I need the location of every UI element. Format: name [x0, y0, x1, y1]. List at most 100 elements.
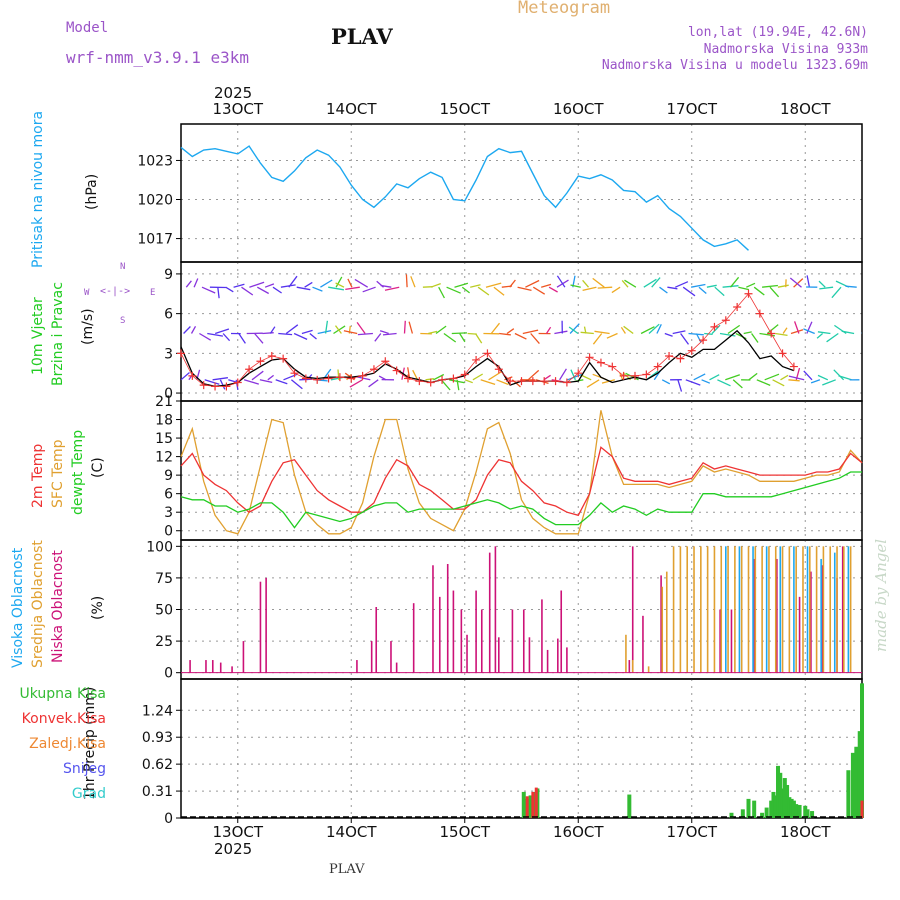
precip-legend-total: Ukupna Kisa	[19, 686, 106, 702]
wind-arrow	[753, 286, 765, 296]
wind-arrow	[624, 279, 637, 288]
precip-bar	[810, 811, 815, 818]
wind-arrow	[374, 333, 382, 342]
y-tick-label: 75	[155, 571, 173, 587]
y-tick-label: 0.31	[142, 784, 173, 800]
wind-arrow	[545, 326, 552, 334]
wind-arrow	[625, 372, 639, 381]
wind-arrow	[264, 283, 275, 288]
wind-arrow	[405, 274, 408, 288]
wind-arrow	[477, 286, 490, 296]
wind-arrow	[451, 332, 468, 335]
wind-arrow	[254, 333, 264, 344]
precip-legend-grad: Grad	[71, 786, 106, 802]
wind-gust-marker	[699, 336, 708, 345]
wind-arrow	[335, 282, 345, 288]
x-tick-label-top: 18OCT	[780, 100, 831, 118]
elevation-label: Nadmorska Visina 933m	[703, 42, 868, 57]
wind-arrow	[580, 374, 592, 381]
wind-arrow	[357, 332, 373, 336]
x-tick-label-bottom: 13OCT	[212, 823, 263, 841]
wind-gust-marker	[347, 374, 356, 383]
wind-gust-marker	[483, 349, 492, 358]
wind-gust-marker	[426, 378, 435, 387]
y-tick-label: 9	[164, 468, 173, 484]
pressure-line	[180, 145, 749, 251]
wind-gust-marker	[279, 354, 288, 363]
wind-arrow	[470, 284, 481, 288]
pressure-unit: (hPa)	[84, 173, 100, 210]
wind-arrow	[517, 286, 532, 292]
wind-arrow	[714, 286, 725, 297]
precip-legend-conv: Konvek.Kisa	[21, 711, 106, 727]
wind-arrow	[559, 368, 567, 381]
wind-arrow	[725, 374, 741, 381]
wind-arrow	[181, 372, 190, 381]
meteogram-title: Meteogram	[518, 0, 611, 18]
wind-arrow	[301, 329, 313, 335]
wind-arrow	[256, 286, 270, 295]
wind-gust-marker	[404, 374, 412, 383]
wind-gust-marker	[313, 375, 322, 384]
wind-arrow	[349, 379, 363, 388]
wind-gust-marker	[733, 303, 742, 312]
wind-gust-marker	[381, 357, 390, 366]
precip-bar	[860, 800, 864, 818]
y-tick-label: 0.62	[142, 757, 173, 773]
station-title: PLAV	[331, 24, 393, 49]
x-tick-label-bottom: 16OCT	[553, 823, 604, 841]
wind-arrow	[623, 325, 634, 335]
wind-arrow	[729, 276, 740, 288]
wind-arrow	[233, 283, 245, 288]
wind-gust-marker	[653, 362, 662, 371]
wind-arrow	[643, 278, 657, 288]
wind-arrow	[775, 332, 788, 337]
wind-gust-marker	[199, 381, 208, 390]
wind-arrow	[485, 282, 502, 288]
wind-gust-marker	[358, 371, 367, 380]
x-tick-label-bottom: 18OCT	[780, 823, 831, 841]
compass-w: W	[84, 288, 90, 298]
wind-gust-marker	[438, 375, 447, 384]
wind-arrow	[272, 286, 282, 294]
wind-arrow	[611, 286, 621, 294]
wind-arrow	[285, 324, 299, 335]
wind-arrow	[459, 333, 466, 343]
wind-arrow	[664, 332, 673, 337]
wind-arrow	[831, 286, 842, 299]
wind-arrow	[474, 333, 483, 344]
wind-arrow	[541, 283, 552, 288]
wind-arrow	[384, 286, 400, 291]
wind-gust-marker	[233, 378, 242, 387]
wind-arrow	[317, 329, 332, 335]
wind-arrow	[586, 379, 600, 388]
wind-arrow	[522, 329, 539, 335]
precip-bar	[627, 794, 632, 818]
wind-arrow	[817, 374, 829, 381]
wind-gust-marker	[211, 382, 220, 391]
wind-arrow	[640, 326, 655, 335]
wind-arrow	[461, 286, 471, 294]
temp-dewpt-label: dewpt Temp	[70, 429, 86, 515]
precip-bar	[857, 731, 862, 818]
wind-arrow	[601, 379, 615, 384]
wind-arrow	[304, 281, 313, 288]
x-tick-label-top: 16OCT	[553, 100, 604, 118]
wind-arrow	[570, 284, 581, 288]
wind-gust-marker	[710, 322, 719, 331]
x-tick-label-top: 13OCT	[212, 100, 263, 118]
wind-arrow	[727, 324, 741, 335]
wind-arrow	[222, 333, 231, 342]
wind-gust-marker	[608, 362, 617, 371]
wind-arrow	[806, 275, 811, 288]
wind-gust-marker	[778, 349, 787, 358]
precip-bar	[760, 812, 765, 818]
wind-arrow	[259, 379, 273, 384]
wind-arrow	[212, 377, 228, 381]
wind-arrow	[732, 379, 743, 389]
wind-gust-marker	[789, 362, 798, 371]
precip-bar	[782, 778, 787, 818]
wind-gust-marker	[528, 377, 537, 386]
wind-arrow	[251, 370, 264, 381]
